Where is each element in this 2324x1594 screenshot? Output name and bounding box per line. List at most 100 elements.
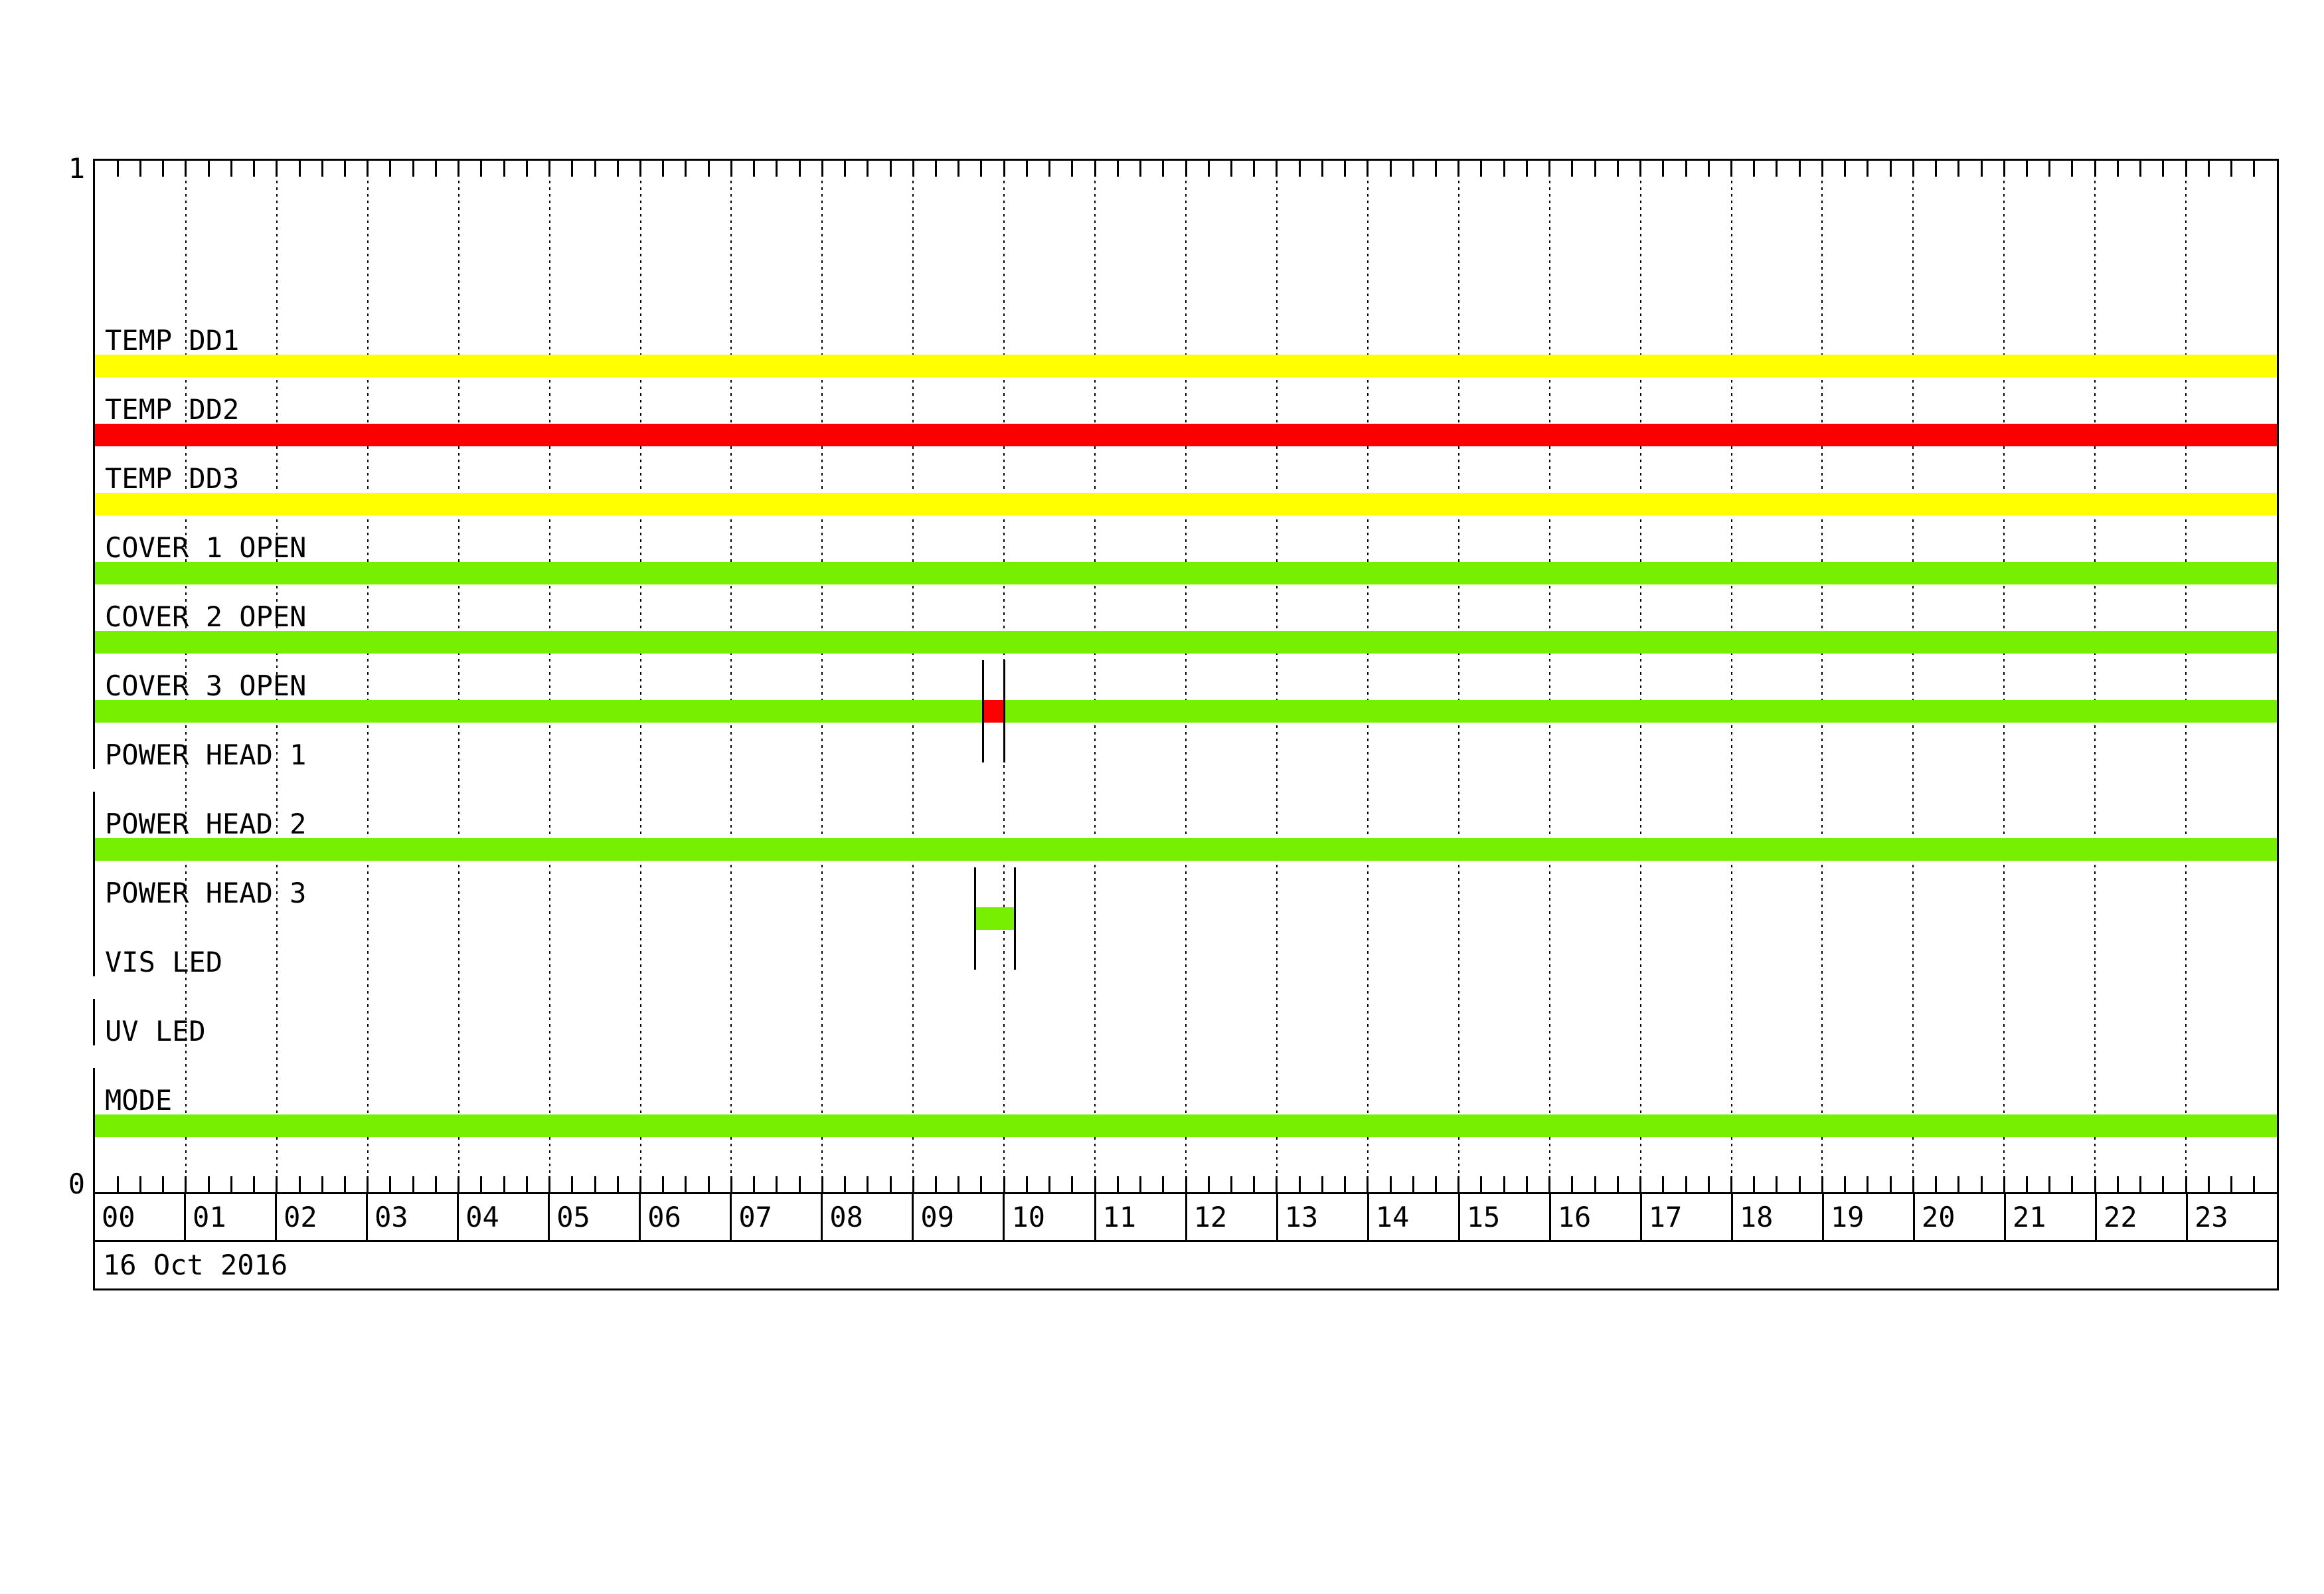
quarter-hour-tick-bottom [298,1176,301,1192]
quarter-hour-tick-bottom [185,1176,187,1192]
quarter-hour-tick-bottom [707,1176,710,1192]
quarter-hour-tick-bottom [548,1176,551,1192]
event-bar-power-head-3 [975,907,1015,930]
quarter-hour-tick-bottom [1025,1176,1028,1192]
quarter-hour-tick-top [1798,161,1801,177]
row-label-power-head-2: POWER HEAD 2 [105,808,307,840]
quarter-hour-tick-top [1094,161,1096,177]
quarter-hour-tick-top [2139,161,2142,177]
quarter-hour-tick-top [1457,161,1460,177]
quarter-hour-tick-bottom [1776,1176,1778,1192]
plot-inner: TEMP DD1 TEMP DD2 TEMP DD3 COVER 1 OPEN COVE… [93,161,2277,1192]
quarter-hour-tick-bottom [1889,1176,1892,1192]
row-label-power-head-3: POWER HEAD 3 [105,877,307,909]
quarter-hour-tick-bottom [1139,1176,1142,1192]
quarter-hour-tick-top [1685,161,1687,177]
quarter-hour-tick-bottom [1321,1176,1323,1192]
quarter-hour-tick-top [1503,161,1505,177]
hour-label-14: 14 [1367,1194,1458,1240]
hour-label-10: 10 [1003,1194,1094,1240]
hour-gridline [1094,161,1096,1192]
event-bar-temp-dd1 [95,355,2277,377]
hour-label-20: 20 [1912,1194,2004,1240]
hour-gridline [276,161,278,1192]
quarter-hour-tick-top [1525,161,1528,177]
event-bar-cover-3-open [983,700,1005,723]
quarter-hour-tick-top [662,161,665,177]
quarter-hour-tick-top [1753,161,1756,177]
quarter-hour-tick-bottom [1457,1176,1460,1192]
quarter-hour-tick-bottom [821,1176,823,1192]
quarter-hour-tick-bottom [1071,1176,1074,1192]
row-label-cover-1-open: COVER 1 OPEN [105,531,307,564]
row-label-temp-dd2: TEMP DD2 [105,393,240,426]
quarter-hour-tick-top [162,161,165,177]
quarter-hour-tick-bottom [1298,1176,1301,1192]
quarter-hour-tick-top [276,161,278,177]
event-marker-start-cover-3-open [981,660,984,762]
quarter-hour-tick-top [753,161,756,177]
hour-gridline [185,161,187,1192]
quarter-hour-tick-top [2207,161,2210,177]
hour-gridline [912,161,914,1192]
quarter-hour-tick-top [298,161,301,177]
quarter-hour-tick-bottom [2230,1176,2233,1192]
quarter-hour-tick-bottom [412,1176,414,1192]
quarter-hour-tick-top [503,161,505,177]
hour-gridline [2003,161,2005,1192]
quarter-hour-tick-top [207,161,210,177]
quarter-hour-tick-bottom [1867,1176,1869,1192]
quarter-hour-tick-bottom [1344,1176,1347,1192]
quarter-hour-tick-bottom [116,1176,119,1192]
quarter-hour-tick-bottom [1980,1176,1983,1192]
y-axis-label-bottom: 0 [68,1168,85,1200]
quarter-hour-tick-top [1957,161,1960,177]
quarter-hour-tick-bottom [230,1176,232,1192]
quarter-hour-tick-bottom [594,1176,596,1192]
quarter-hour-tick-top [1230,161,1232,177]
row-label-cover-2-open: COVER 2 OPEN [105,600,307,633]
quarter-hour-tick-bottom [1048,1176,1051,1192]
quarter-hour-tick-top [1162,161,1165,177]
quarter-hour-tick-bottom [1844,1176,1847,1192]
event-marker-end-cover-3-open [1003,660,1005,762]
quarter-hour-tick-top [1321,161,1323,177]
quarter-hour-tick-top [253,161,256,177]
quarter-hour-tick-top [1662,161,1665,177]
quarter-hour-tick-top [1776,161,1778,177]
quarter-hour-tick-top [1276,161,1278,177]
quarter-hour-tick-top [1707,161,1710,177]
quarter-hour-tick-top [457,161,460,177]
left-border-gap [93,769,95,792]
quarter-hour-tick-top [844,161,847,177]
quarter-hour-tick-top [1435,161,1438,177]
quarter-hour-tick-bottom [1821,1176,1823,1192]
quarter-hour-tick-bottom [1935,1176,1938,1192]
quarter-hour-tick-bottom [480,1176,483,1192]
hour-label-16: 16 [1548,1194,1640,1240]
quarter-hour-tick-bottom [934,1176,937,1192]
quarter-hour-tick-top [2048,161,2051,177]
quarter-hour-tick-top [1912,161,1914,177]
quarter-hour-tick-top [1367,161,1369,177]
y-axis-label-top: 1 [68,152,85,185]
hour-label-17: 17 [1639,1194,1731,1240]
quarter-hour-tick-top [2071,161,2074,177]
hour-label-11: 11 [1094,1194,1185,1240]
quarter-hour-tick-bottom [1367,1176,1369,1192]
quarter-hour-tick-bottom [980,1176,983,1192]
quarter-hour-tick-top [321,161,323,177]
hour-gridline [1821,161,1823,1192]
quarter-hour-tick-bottom [2253,1176,2256,1192]
quarter-hour-tick-top [1980,161,1983,177]
quarter-hour-tick-bottom [162,1176,165,1192]
quarter-hour-tick-top [1298,161,1301,177]
x-axis-date-box: 16 Oct 2016 [93,1242,2279,1290]
quarter-hour-tick-bottom [730,1176,732,1192]
quarter-hour-tick-bottom [276,1176,278,1192]
quarter-hour-tick-bottom [1957,1176,1960,1192]
hour-label-08: 08 [821,1194,912,1240]
quarter-hour-tick-top [1571,161,1574,177]
quarter-hour-tick-bottom [571,1176,574,1192]
